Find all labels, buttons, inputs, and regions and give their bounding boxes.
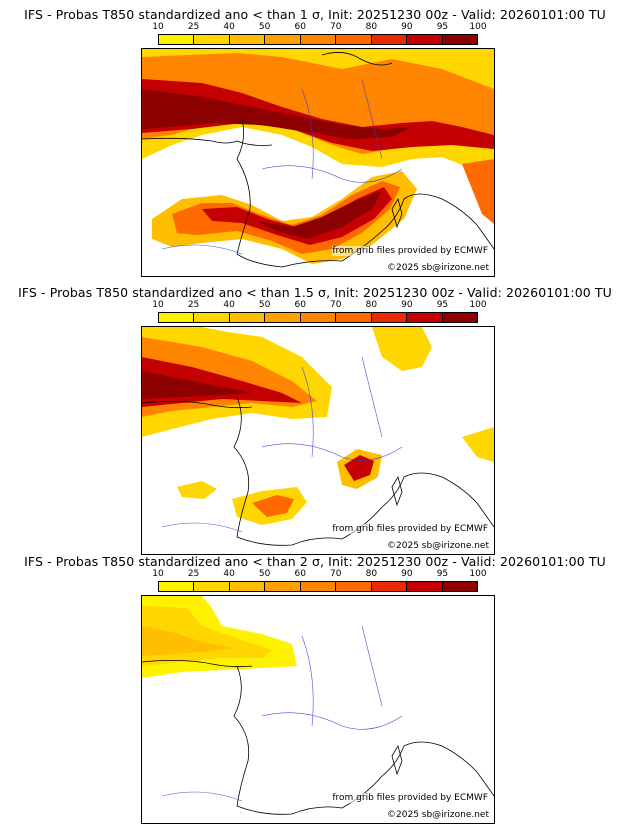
colorbar-swatch [229, 35, 266, 44]
colorbar-swatch [300, 35, 337, 44]
colorbar-swatch [407, 35, 443, 44]
colorbar-tick-label: 50 [258, 22, 271, 32]
colorbar-swatch [229, 313, 266, 322]
panel-title: IFS - Probas T850 standardized ano < tha… [24, 554, 606, 569]
colorbar-tick-label: 100 [469, 300, 487, 310]
colorbar-tick-label: 25 [187, 22, 200, 32]
colorbar-swatch [194, 35, 230, 44]
probability-map: from grib files provided by ECMWF ©2025 … [141, 595, 495, 824]
colorbar-swatch [265, 582, 301, 591]
colorbar-tick-label: 10 [152, 569, 164, 579]
colorbar-swatch [194, 313, 230, 322]
forecast-panel-2sigma: IFS - Probas T850 standardized ano < tha… [0, 547, 630, 824]
forecast-panel-1-5sigma: IFS - Probas T850 standardized ano < tha… [0, 278, 630, 555]
colorbar-tick-label: 95 [436, 300, 449, 310]
forecast-panel-1sigma: IFS - Probas T850 standardized ano < tha… [0, 0, 630, 277]
colorbar-tick-label: 70 [330, 22, 342, 32]
panel-title: IFS - Probas T850 standardized ano < tha… [24, 7, 606, 22]
colorbar-tick-label: 60 [294, 22, 306, 32]
colorbar-swatch [336, 35, 372, 44]
probability-map: from grib files provided by ECMWF ©2025 … [141, 48, 495, 277]
colorbar-swatch [336, 313, 372, 322]
colorbar-tick-label: 100 [469, 22, 487, 32]
probability-shading [142, 327, 494, 525]
colorbar-swatch [442, 313, 477, 322]
colorbar-swatch [371, 35, 408, 44]
probability-shading [142, 596, 297, 678]
colorbar-swatch [300, 313, 337, 322]
colorbar-tick-label: 40 [223, 300, 235, 310]
borders [161, 78, 403, 255]
colorbar-tick-label: 90 [401, 569, 413, 579]
colorbar-swatch [442, 582, 477, 591]
colorbar-swatch [407, 582, 443, 591]
colorbar-swatch [371, 582, 408, 591]
copyright-credit: ©2025 sb@irizone.net [387, 541, 489, 551]
colorbar-tick-label: 25 [187, 569, 200, 579]
colorbar-tick-label: 10 [152, 300, 164, 310]
colorbar-tick-label: 40 [223, 569, 235, 579]
probability-colorbar [158, 312, 478, 323]
colorbar-swatch [159, 35, 195, 44]
borders [161, 356, 403, 533]
colorbar-swatch [265, 313, 301, 322]
colorbar-tick-label: 90 [401, 300, 413, 310]
colorbar-tick-labels: 10 25 40 50 60 70 80 90 95 100 [152, 300, 486, 312]
colorbar-tick-label: 80 [365, 300, 378, 310]
probability-shading [142, 49, 494, 264]
colorbar-tick-label: 95 [436, 569, 449, 579]
colorbar-swatch [336, 582, 372, 591]
colorbar-tick-label: 60 [294, 300, 306, 310]
colorbar-tick-labels: 10 25 40 50 60 70 80 90 95 100 [152, 22, 486, 34]
colorbar-swatch [265, 35, 301, 44]
data-source-credit: from grib files provided by ECMWF [332, 793, 488, 803]
probability-map: from grib files provided by ECMWF ©2025 … [141, 326, 495, 555]
panel-title: IFS - Probas T850 standardized ano < tha… [18, 285, 612, 300]
colorbar-swatch [159, 313, 195, 322]
colorbar-tick-label: 100 [469, 569, 487, 579]
colorbar-tick-label: 10 [152, 22, 164, 32]
colorbar-tick-label: 70 [330, 300, 342, 310]
borders [161, 625, 403, 802]
coastlines [142, 396, 494, 546]
probability-colorbar [158, 34, 478, 45]
coastlines [142, 660, 494, 815]
colorbar-tick-label: 40 [223, 22, 235, 32]
copyright-credit: ©2025 sb@irizone.net [387, 263, 489, 273]
colorbar-tick-labels: 10 25 40 50 60 70 80 90 95 100 [152, 569, 486, 581]
colorbar-tick-label: 80 [365, 22, 378, 32]
colorbar-tick-label: 50 [258, 300, 271, 310]
colorbar-tick-label: 80 [365, 569, 378, 579]
colorbar-tick-label: 70 [330, 569, 342, 579]
colorbar-swatch [371, 313, 408, 322]
colorbar-swatch [407, 313, 443, 322]
colorbar-tick-label: 25 [187, 300, 200, 310]
colorbar-swatch [300, 582, 337, 591]
coastlines [142, 52, 494, 268]
colorbar-swatch [442, 35, 477, 44]
data-source-credit: from grib files provided by ECMWF [332, 246, 488, 256]
probability-colorbar [158, 581, 478, 592]
copyright-credit: ©2025 sb@irizone.net [387, 810, 489, 820]
colorbar-swatch [194, 582, 230, 591]
colorbar-tick-label: 95 [436, 22, 449, 32]
data-source-credit: from grib files provided by ECMWF [332, 524, 488, 534]
colorbar-swatch [229, 582, 266, 591]
colorbar-tick-label: 90 [401, 22, 413, 32]
colorbar-tick-label: 60 [294, 569, 306, 579]
colorbar-tick-label: 50 [258, 569, 271, 579]
colorbar-swatch [159, 582, 195, 591]
